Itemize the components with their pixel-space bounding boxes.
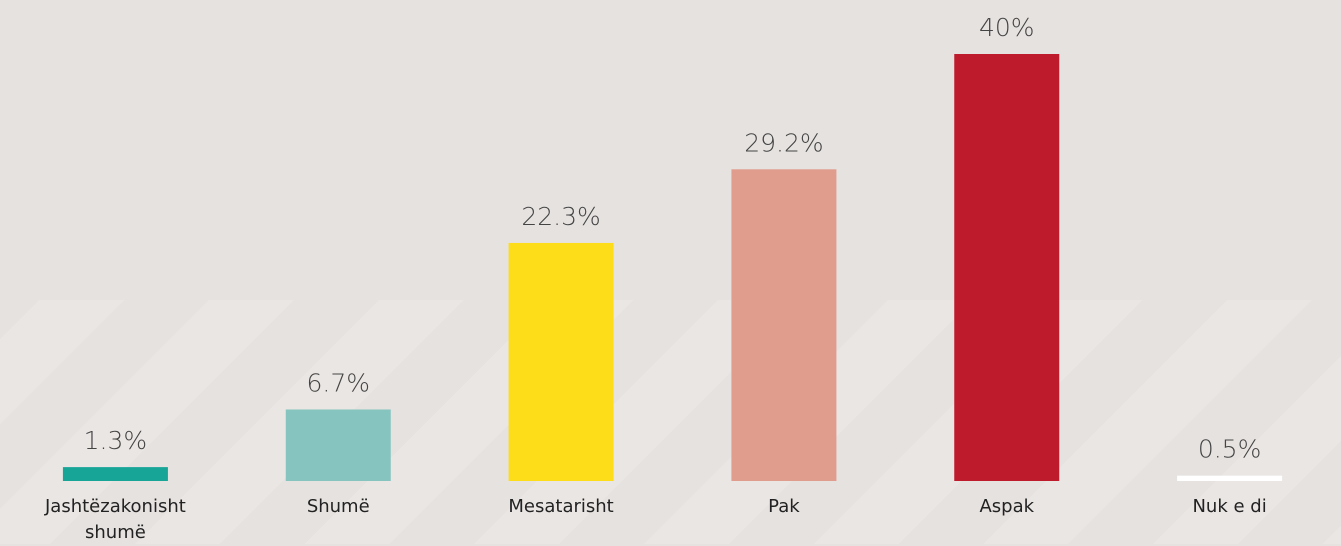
x-tick-label: Shumë xyxy=(306,496,370,517)
value-label: 6.7% xyxy=(306,368,370,397)
value-label: 22.3% xyxy=(521,202,600,231)
bar xyxy=(954,54,1060,481)
bar xyxy=(285,409,391,481)
x-tick-label: Nuk e di xyxy=(1192,496,1267,517)
bar xyxy=(731,169,837,482)
x-tick-label: Pak xyxy=(768,496,800,517)
x-tick-label: Mesatarisht xyxy=(508,496,614,517)
bar xyxy=(62,467,168,481)
value-label: 1.3% xyxy=(84,426,148,455)
bar xyxy=(1177,475,1283,481)
x-tick-label: Aspak xyxy=(979,496,1035,517)
value-label: 29.2% xyxy=(744,128,823,157)
x-tick-label: Jashtëzakonisht shumë xyxy=(45,496,186,543)
bar xyxy=(508,242,614,481)
value-label: 0.5% xyxy=(1198,435,1262,464)
background-stripes xyxy=(0,300,1341,544)
value-label: 40% xyxy=(979,13,1035,42)
